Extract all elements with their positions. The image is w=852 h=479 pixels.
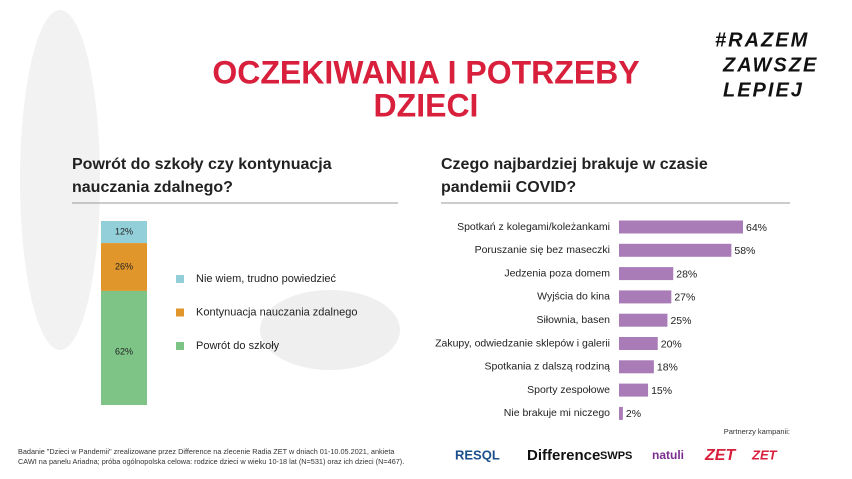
value-label: 2% — [626, 408, 641, 420]
watermark — [260, 290, 400, 370]
legend-label: Kontynuacja nauczania zdalnego — [196, 306, 357, 318]
partner-logo: RESQL — [455, 447, 500, 462]
value-label: 28% — [676, 268, 697, 280]
bar-segment — [101, 290, 147, 405]
value-label: 25% — [670, 315, 691, 327]
bar — [619, 243, 732, 257]
value-label: 26% — [115, 261, 133, 271]
bar — [619, 290, 672, 304]
category-label: Jedzenia poza domem — [504, 267, 610, 279]
page-title: DZIECI — [374, 87, 479, 123]
footnote: Badanie "Dzieci w Pandemii" zrealizowane… — [18, 447, 395, 456]
partner-logo: ZET — [704, 447, 736, 464]
chart-title: Powrót do szkoły czy kontynuacja — [72, 156, 332, 173]
chart-title: Czego najbardziej brakuje w czasie — [441, 156, 708, 173]
footnote: CAWI na panelu Ariadna; próba ogólnopols… — [18, 457, 404, 466]
value-label: 20% — [661, 338, 682, 350]
category-label: Zakupy, odwiedzanie sklepów i galerii — [435, 337, 610, 349]
value-label: 62% — [115, 346, 133, 356]
category-label: Siłownia, basen — [536, 314, 610, 326]
partners-label: Partnerzy kampanii: — [724, 427, 790, 436]
category-label: Spotkania z dalszą rodziną — [485, 361, 611, 373]
category-label: Wyjścia do kina — [537, 291, 610, 303]
hashtag: #RAZEM — [715, 29, 809, 51]
category-label: Sporty zespołowe — [527, 384, 610, 396]
value-label: 27% — [674, 292, 695, 304]
value-label: 58% — [734, 245, 755, 257]
bar — [619, 220, 743, 234]
hashtag: LEPIEJ — [723, 79, 804, 101]
bar — [619, 406, 623, 420]
value-label: 64% — [746, 222, 767, 234]
category-label: Poruszanie się bez maseczki — [475, 244, 610, 256]
value-label: 18% — [657, 362, 678, 374]
category-label: Spotkań z kolegami/koleżankami — [457, 221, 610, 233]
legend-label: Nie wiem, trudno powiedzieć — [196, 273, 337, 285]
value-label: 15% — [651, 385, 672, 397]
partner-logo: SWPS — [600, 450, 632, 462]
bar — [619, 267, 674, 281]
hashtag: ZAWSZE — [722, 54, 818, 76]
legend-label: Powrót do szkoły — [196, 340, 280, 352]
legend-swatch — [176, 308, 184, 317]
legend-swatch — [176, 275, 184, 283]
bar — [619, 313, 668, 327]
partner-logo: Difference — [527, 447, 600, 464]
partner-logo: ZET — [751, 447, 778, 462]
chart-title: nauczania zdalnego? — [72, 179, 233, 196]
category-label: Nie brakuje mi niczego — [504, 407, 610, 419]
legend-swatch — [176, 342, 184, 350]
partner-logo: natuli — [652, 448, 684, 462]
bar-segment — [101, 243, 147, 291]
chart-title: pandemii COVID? — [441, 179, 576, 196]
bar — [619, 383, 649, 397]
bar-segment — [101, 221, 147, 244]
bar — [619, 360, 654, 374]
value-label: 12% — [115, 226, 133, 236]
page-title: OCZEKIWANIA I POTRZEBY — [212, 54, 639, 90]
watermark — [20, 10, 100, 350]
bar — [619, 337, 658, 350]
